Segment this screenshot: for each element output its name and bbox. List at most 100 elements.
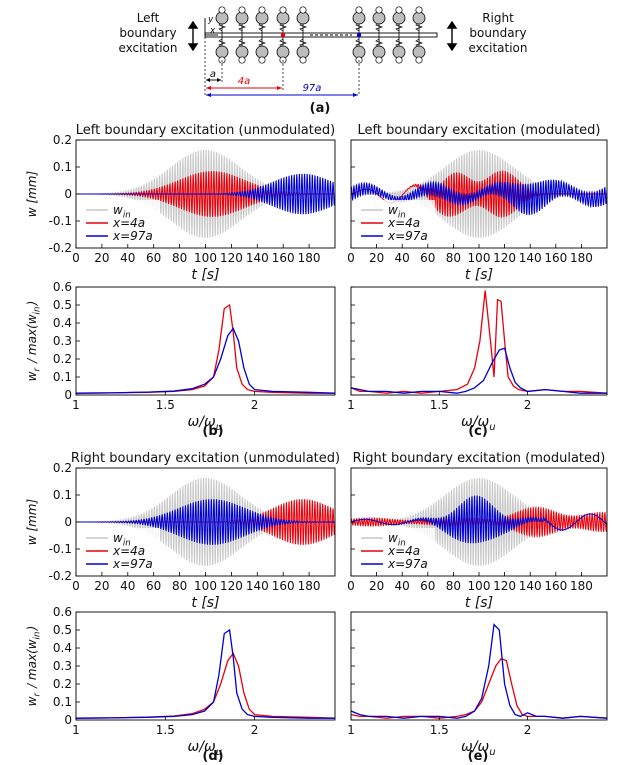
y-tick-label: 0 xyxy=(64,515,72,529)
x-tick-label: 20 xyxy=(94,251,109,265)
x-tick-label: 180 xyxy=(570,579,593,593)
chart-title: Right boundary excitation (unmodulated) xyxy=(71,451,340,466)
axes-frame xyxy=(75,611,336,721)
resonator-mass xyxy=(372,11,386,25)
resonator-mass xyxy=(352,11,366,25)
left-excitation-label-1: Left xyxy=(137,11,160,25)
x-tick-label: 100 xyxy=(194,251,217,265)
resonator-mass xyxy=(215,45,229,59)
y-tick-label: -0.2 xyxy=(49,241,72,255)
y-tick-label: 0.2 xyxy=(53,677,72,691)
y-tick-label: 0.3 xyxy=(53,659,72,673)
y-axis-label: wr / max(win ) xyxy=(25,626,43,707)
panel-label-e: (e) xyxy=(468,749,489,764)
x-tick-label: 1.5 xyxy=(430,398,449,412)
axis-y-label: y xyxy=(207,15,214,25)
probe-point-97a xyxy=(356,32,362,38)
legend-label: x=97a xyxy=(387,229,428,243)
x-axis-label: ω/ωu xyxy=(188,739,224,758)
x-tick-label: 100 xyxy=(194,579,217,593)
resonator-mass xyxy=(255,45,269,59)
x-tick-label: 180 xyxy=(298,251,321,265)
dimension-4a-label: 4a xyxy=(238,76,251,87)
y-tick-label: 0.1 xyxy=(53,160,72,174)
left-excitation-label-3: excitation xyxy=(118,41,177,55)
dimension-97a: 97a xyxy=(206,83,358,97)
x-tick-label: 180 xyxy=(298,579,321,593)
right-excitation-label-1: Right xyxy=(482,11,514,25)
x-tick-label: 40 xyxy=(395,579,410,593)
resonator-mass xyxy=(235,45,249,59)
series-line-x-4a xyxy=(351,658,607,719)
y-tick-label: -0.2 xyxy=(49,569,72,583)
resonator-array xyxy=(215,6,426,64)
series-line-x-97a xyxy=(76,327,335,394)
x-tick-label: 2 xyxy=(524,398,532,412)
y-tick-label: -0.1 xyxy=(49,214,72,228)
x-tick-label: 1 xyxy=(72,398,80,412)
x-tick-label: 20 xyxy=(94,579,109,593)
plot-area xyxy=(76,478,335,566)
legend-label: x=4a xyxy=(387,544,420,558)
x-tick-label: 80 xyxy=(172,579,187,593)
y-tick-label: 0.2 xyxy=(53,461,72,475)
x-tick-label: 0 xyxy=(347,579,355,593)
x-tick-label: 80 xyxy=(172,251,187,265)
chart-spectrum-right-unmodulated: 1 1.5 2 0.6 0.5 0.4 0.3 0.2 0.1 0 ω/ωu wr / max(wi… xyxy=(25,605,336,758)
x-axis-label: ω/ωu xyxy=(461,739,497,758)
x-tick-label: 120 xyxy=(220,579,243,593)
chart-title: Left boundary excitation (modulated) xyxy=(358,123,601,138)
x-tick-label: 60 xyxy=(420,251,435,265)
x-tick-label: 80 xyxy=(446,251,461,265)
x-tick-label: 100 xyxy=(468,579,491,593)
legend-label: x=97a xyxy=(387,557,428,571)
x-tick-label: 1.5 xyxy=(156,398,175,412)
x-tick-label: 2 xyxy=(251,723,259,737)
dimension-a: a xyxy=(206,69,221,82)
y-axis-label: wr / max(win ) xyxy=(25,301,43,382)
x-tick-label: 120 xyxy=(220,251,243,265)
y-tick-label: 0.4 xyxy=(53,316,72,330)
right-excitation-label-3: excitation xyxy=(468,41,527,55)
panel-label-b: (b) xyxy=(202,424,223,439)
chart-spectrum-right-modulated: 1 1.5 2 ω/ωu xyxy=(347,611,608,758)
y-tick-label: 0 xyxy=(64,388,72,402)
legend-label: x=4a xyxy=(112,216,145,230)
dimension-a-label: a xyxy=(210,69,216,80)
y-tick-label: -0.1 xyxy=(49,542,72,556)
panel-label-a: (a) xyxy=(310,101,331,116)
plot-area xyxy=(351,290,607,394)
x-tick-label: 1 xyxy=(347,398,355,412)
axes-frame xyxy=(350,286,608,396)
chart-title: Right boundary excitation (modulated) xyxy=(353,451,606,466)
resonator-mass xyxy=(412,45,426,59)
series-line-x-4a xyxy=(76,652,335,719)
chart-time-right-modulated: Right boundary excitation (modulated) 0 20… xyxy=(347,451,608,611)
x-tick-label: 120 xyxy=(493,579,516,593)
x-tick-label: 1.5 xyxy=(430,723,449,737)
legend-label: win xyxy=(388,203,407,221)
plot-area xyxy=(76,628,335,719)
x-tick-label: 40 xyxy=(395,251,410,265)
series-line-x-97a xyxy=(76,499,335,545)
left-excitation-label-2: boundary xyxy=(119,26,176,40)
coordinate-axes-icon xyxy=(204,18,218,36)
x-tick-label: 120 xyxy=(493,251,516,265)
y-tick-label: 0.1 xyxy=(53,488,72,502)
y-tick-label: 0.5 xyxy=(53,623,72,637)
series-line-x-97a xyxy=(76,173,335,215)
y-tick-label: 0.2 xyxy=(53,352,72,366)
y-tick-label: 0.6 xyxy=(53,605,72,619)
y-tick-label: 0.1 xyxy=(53,695,72,709)
x-axis-label: ω/ωu xyxy=(461,414,497,433)
axis-x-label: x xyxy=(209,26,216,36)
legend-label: x=4a xyxy=(387,216,420,230)
x-axis-label: ω/ωu xyxy=(188,414,224,433)
plot-area xyxy=(351,623,607,719)
resonator-mass xyxy=(235,11,249,25)
x-tick-label: 180 xyxy=(570,251,593,265)
x-tick-label: 140 xyxy=(519,251,542,265)
x-tick-label: 100 xyxy=(468,251,491,265)
x-tick-label: 40 xyxy=(120,579,135,593)
